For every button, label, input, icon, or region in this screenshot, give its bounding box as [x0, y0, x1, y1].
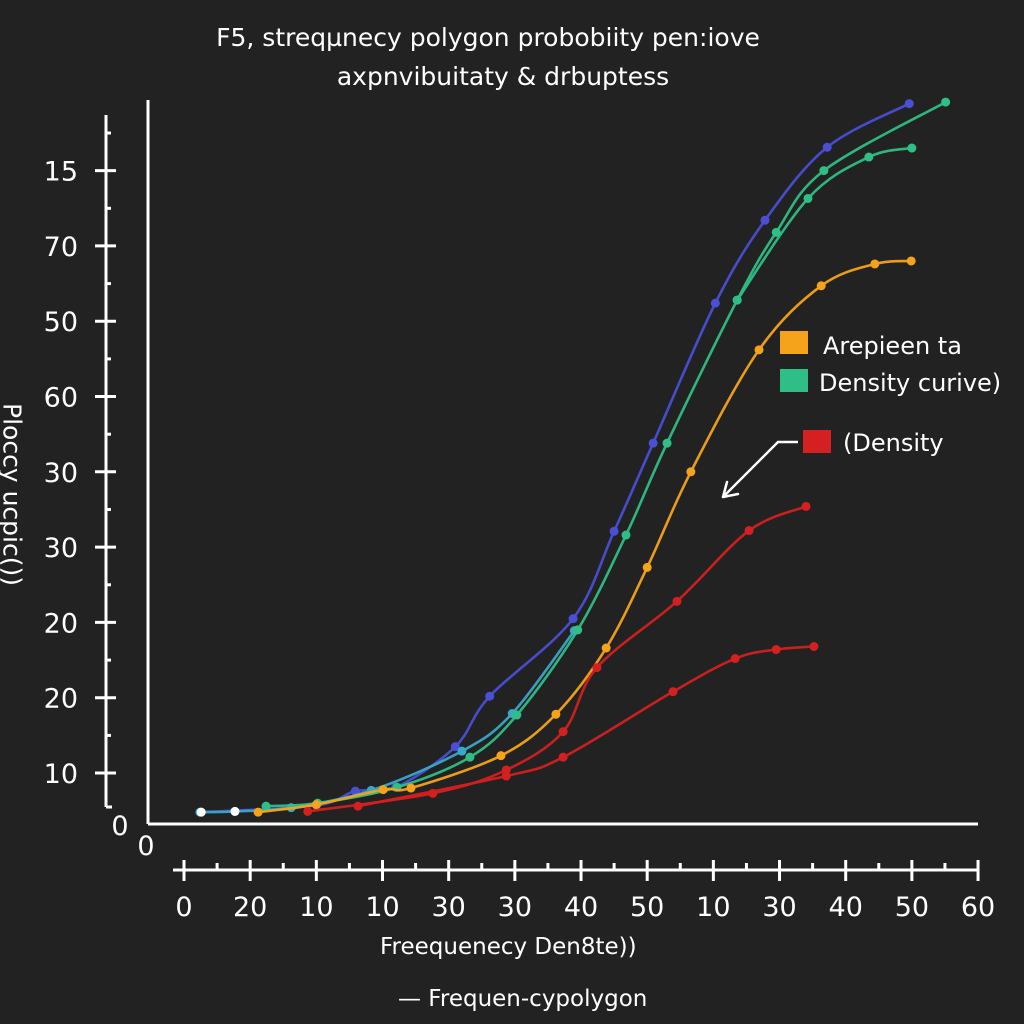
data-point-red-upper [744, 526, 754, 536]
y-tick-label: 50 [44, 307, 78, 338]
legend-label: (Density [843, 429, 944, 457]
data-point-green-upper [465, 752, 475, 762]
legend-swatch [780, 331, 808, 354]
data-point-green-upper [819, 166, 829, 176]
data-point-cyan [457, 746, 467, 756]
y-origin-label: 0 [111, 811, 128, 842]
data-point-red-lower [353, 801, 363, 811]
x-tick-label: 30 [498, 892, 532, 923]
x-tick-label: 0 [175, 892, 192, 923]
chart-footer-caption: — Frequen-cypolygon [398, 986, 648, 1012]
data-point-blue [568, 614, 578, 624]
y-tick-label: 30 [44, 533, 78, 564]
series-line-orange [256, 259, 913, 814]
series-white-start-markers [196, 806, 240, 817]
legend-arrow-line [722, 440, 798, 498]
legend-swatch [803, 430, 831, 453]
data-point-orange [551, 709, 561, 719]
data-point-orange [378, 785, 388, 795]
data-point-blue [710, 298, 720, 308]
data-point-green-upper [941, 97, 951, 107]
data-point-orange [870, 259, 880, 269]
x-axis-label: Freequenecy Den8te)) [380, 934, 637, 960]
data-point-red-upper [801, 501, 811, 511]
data-point-white-start-markers [196, 807, 206, 817]
series-line-cyan [198, 629, 576, 814]
data-point-blue [760, 215, 770, 225]
data-point-green-upper [573, 625, 583, 635]
data-point-red-lower [668, 687, 678, 697]
y-tick-label: 70 [44, 232, 78, 263]
data-point-red-upper [672, 596, 682, 606]
data-point-blue [450, 742, 460, 752]
series-red-lower [353, 641, 819, 811]
data-point-orange [406, 783, 416, 793]
data-point-green-upper [771, 227, 781, 237]
x-tick-label: 50 [630, 892, 664, 923]
data-point-green-lower [803, 193, 813, 203]
x-tick-label: 40 [564, 892, 598, 923]
data-point-blue [485, 691, 495, 701]
x-tick-label: 30 [762, 892, 796, 923]
data-point-green-lower [864, 152, 874, 162]
legend-swatch [780, 369, 808, 392]
data-point-red-upper [592, 663, 602, 673]
data-point-red-upper [303, 806, 313, 816]
data-point-green-lower [907, 143, 917, 153]
data-point-green-upper [261, 801, 271, 811]
series-line-blue [199, 102, 911, 814]
data-point-green-upper [662, 438, 672, 448]
series-green-lower [732, 143, 917, 305]
x-tick-label: 50 [895, 892, 929, 923]
legend-arrow-head-icon [721, 480, 740, 499]
x-tick-label: 30 [432, 892, 466, 923]
series-blue [196, 99, 914, 817]
x-tick-label: 10 [299, 892, 333, 923]
y-tick-label: 15 [44, 157, 78, 188]
data-point-red-lower [558, 752, 568, 762]
data-point-orange [496, 751, 506, 761]
x-tick-label: 10 [696, 892, 730, 923]
data-point-red-lower [809, 641, 819, 651]
data-point-blue [609, 526, 619, 536]
data-point-orange [754, 345, 764, 355]
y-tick-label: 30 [44, 458, 78, 489]
data-point-orange [601, 643, 611, 653]
data-point-red-lower [730, 654, 740, 664]
y-axis-label: Ploccy ucpic()) [0, 403, 27, 586]
data-point-red-lower [771, 645, 781, 655]
x-tick-label: 10 [365, 892, 399, 923]
data-point-blue [822, 142, 832, 152]
data-point-orange [253, 807, 263, 817]
series-green-upper [261, 97, 951, 811]
y-tick-label: 20 [44, 684, 78, 715]
data-point-green-upper [512, 710, 522, 720]
data-point-orange [311, 800, 321, 810]
data-point-red-lower [501, 771, 511, 781]
x-tick-label: 40 [829, 892, 863, 923]
y-tick-label: 10 [44, 759, 78, 790]
chart-title: F5, streqµnecy polygon probobiity pen:io… [216, 23, 760, 52]
legend-label: Arepieen ta [823, 332, 962, 360]
x-tick-label: 20 [233, 892, 267, 923]
x-tick-label: 60 [961, 892, 995, 923]
data-point-red-upper [558, 727, 568, 737]
y-tick-label: 60 [44, 383, 78, 414]
chart-subtitle: axpnvibuitaty & drbuptess [336, 62, 670, 91]
data-point-green-upper [621, 530, 631, 540]
series-orange [253, 256, 916, 817]
legend-label: Density curive) [819, 369, 1001, 397]
data-point-orange [816, 281, 826, 291]
data-point-green-lower [732, 295, 742, 305]
data-point-blue [648, 438, 658, 448]
data-point-orange [906, 256, 916, 266]
data-point-orange [642, 562, 652, 572]
y-tick-label: 20 [44, 608, 78, 639]
data-point-blue [904, 99, 914, 109]
series-line-green-lower [735, 146, 914, 302]
data-point-orange [686, 467, 696, 477]
data-point-white-start-markers [230, 806, 240, 816]
x-origin-label: 0 [137, 831, 154, 862]
